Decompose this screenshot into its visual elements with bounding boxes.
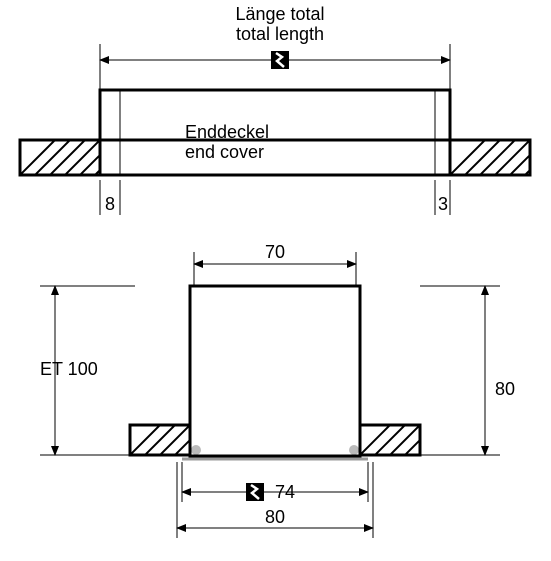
endcover-de: Enddeckel [185, 122, 269, 142]
dim-80v: 80 [420, 286, 515, 455]
svg-text:70: 70 [265, 242, 285, 262]
svg-text:74: 74 [275, 482, 295, 502]
dim-8: 8 [100, 180, 120, 215]
hatch-top-right [435, 140, 551, 190]
technical-drawing: Länge total total length [0, 0, 551, 561]
svg-text:ET 100: ET 100 [40, 359, 98, 379]
svg-text:80: 80 [265, 507, 285, 527]
dim-et100: ET 100 [40, 286, 135, 455]
dim-total-length [100, 44, 450, 90]
break-icon [271, 51, 289, 69]
hatch-top-left [5, 140, 130, 190]
front-box [190, 286, 360, 456]
front-view: ET 100 80 70 [40, 242, 515, 538]
header-line2: total length [236, 24, 324, 44]
top-view: Länge total total length [5, 4, 551, 215]
endcover-en: end cover [185, 142, 264, 162]
svg-text:3: 3 [438, 194, 448, 214]
dim-70: 70 [194, 242, 356, 286]
svg-text:8: 8 [105, 194, 115, 214]
dim-74: 74 [182, 462, 368, 502]
svg-text:80: 80 [495, 379, 515, 399]
header-line1: Länge total [235, 4, 324, 24]
dim-3: 3 [435, 180, 450, 215]
top-body-upper [100, 90, 450, 140]
break-icon [246, 483, 264, 501]
